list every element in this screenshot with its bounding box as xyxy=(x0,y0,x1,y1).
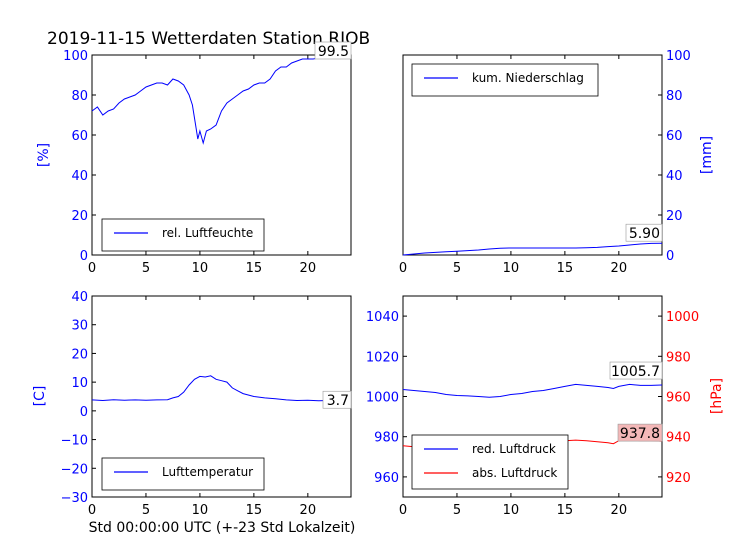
pressure-ytick-label: 1000 xyxy=(366,391,399,406)
pressure-right-last-value-box xyxy=(617,423,663,442)
precipitation-series-line xyxy=(402,242,663,256)
temperature-ytick-label: 10 xyxy=(71,376,88,391)
precipitation-plot-frame xyxy=(402,54,663,256)
pressure-legend-box xyxy=(411,434,569,490)
pressure-ytick-label: 980 xyxy=(374,431,399,446)
precipitation-ytick-label-right: 100 xyxy=(666,49,691,64)
precipitation-last-value-box xyxy=(625,223,663,242)
pressure-left-last-value-label: 1005.7 xyxy=(611,364,660,380)
pressure-ytick-label: 1020 xyxy=(366,350,399,365)
pressure-series-line xyxy=(402,383,663,398)
pressure-left-last-value-box xyxy=(609,361,663,380)
humidity-ytick-label: 20 xyxy=(71,209,88,224)
temperature-ytick-label: 0 xyxy=(80,405,88,420)
temperature-xtick-label: 0 xyxy=(88,503,96,518)
precipitation-legend-box xyxy=(411,63,599,97)
precipitation-ytick-label-right: 20 xyxy=(666,209,683,224)
pressure-xtick-label: 15 xyxy=(557,503,574,518)
precipitation-xtick-label: 20 xyxy=(611,261,628,276)
pressure-legend-label: red. Luftdruck xyxy=(472,442,556,456)
humidity-xtick-label: 20 xyxy=(300,261,317,276)
temperature-xtick-label: 15 xyxy=(246,503,263,518)
pressure-ytick-label: 1040 xyxy=(366,310,399,325)
humidity-xtick-label: 15 xyxy=(246,261,263,276)
temperature-last-value-box xyxy=(322,390,352,409)
humidity-ytick-label: 100 xyxy=(63,49,88,64)
humidity-ylabel: [%] xyxy=(36,143,52,167)
humidity-series-line xyxy=(91,55,352,145)
temperature-legend-box xyxy=(101,457,265,491)
pressure-legend-label: abs. Luftdruck xyxy=(472,466,557,480)
pressure-ytick-label-right: 1000 xyxy=(666,310,699,325)
temperature-xtick-label: 5 xyxy=(142,503,150,518)
precipitation-ylabel: [mm] xyxy=(699,136,715,174)
precipitation-xtick-label: 15 xyxy=(557,261,574,276)
temperature-ytick-label: −10 xyxy=(61,434,88,449)
pressure-ytick-label-right: 960 xyxy=(666,391,691,406)
precipitation-ytick-label-right: 80 xyxy=(666,89,683,104)
humidity-ytick-label: 40 xyxy=(71,169,88,184)
temperature-legend-label: Lufttemperatur xyxy=(162,465,253,479)
temperature-ylabel: [C] xyxy=(32,386,48,407)
temperature-series-line xyxy=(91,375,351,402)
figure-title: 2019-11-15 Wetterdaten Station RJOB xyxy=(47,29,370,49)
precipitation-last-value-label: 5.90 xyxy=(629,226,660,242)
temperature-xlabel: Std 00:00:00 UTC (+-23 Std Lokalzeit) xyxy=(89,520,356,536)
pressure-ytick-label-right: 940 xyxy=(666,431,691,446)
pressure-xtick-label: 5 xyxy=(453,503,461,518)
pressure-right-last-value-label: 937.8 xyxy=(620,426,660,442)
pressure-ytick-label-right: 920 xyxy=(666,471,691,486)
precipitation-xtick-label: 0 xyxy=(399,261,407,276)
precipitation-xtick-label: 5 xyxy=(453,261,461,276)
precipitation-legend-label: kum. Niederschlag xyxy=(472,71,584,85)
pressure-xtick-label: 0 xyxy=(399,503,407,518)
humidity-last-value-box xyxy=(314,41,352,60)
temperature-ytick-label: −30 xyxy=(61,491,88,506)
temperature-xtick-label: 10 xyxy=(192,503,209,518)
humidity-ytick-label: 0 xyxy=(80,249,88,264)
temperature-ytick-label: −20 xyxy=(61,462,88,477)
temperature-last-value-label: 3.7 xyxy=(327,393,349,409)
humidity-plot-frame xyxy=(91,54,352,256)
precipitation-ytick-label-right: 40 xyxy=(666,169,683,184)
temperature-ytick-label: 40 xyxy=(71,290,88,305)
humidity-legend-box xyxy=(101,218,265,252)
humidity-ytick-label: 80 xyxy=(71,89,88,104)
pressure-ytick-label: 960 xyxy=(374,471,399,486)
pressure-ytick-label-right: 980 xyxy=(666,350,691,365)
temperature-ytick-label: 30 xyxy=(71,319,88,334)
humidity-last-value-label: 99.5 xyxy=(318,44,349,60)
humidity-xtick-label: 0 xyxy=(88,261,96,276)
humidity-xtick-label: 5 xyxy=(142,261,150,276)
pressure-xtick-label: 10 xyxy=(503,503,520,518)
humidity-legend-label: rel. Luftfeuchte xyxy=(162,226,253,240)
humidity-ytick-label: 60 xyxy=(71,129,88,144)
pressure-ylabel: [hPa] xyxy=(709,378,725,414)
precipitation-xtick-label: 10 xyxy=(503,261,520,276)
pressure-xtick-label: 20 xyxy=(611,503,628,518)
humidity-xtick-label: 10 xyxy=(192,261,209,276)
precipitation-ytick-label-right: 0 xyxy=(666,249,674,264)
temperature-ytick-label: 20 xyxy=(71,347,88,362)
temperature-xtick-label: 20 xyxy=(300,503,317,518)
precipitation-ytick-label-right: 60 xyxy=(666,129,683,144)
